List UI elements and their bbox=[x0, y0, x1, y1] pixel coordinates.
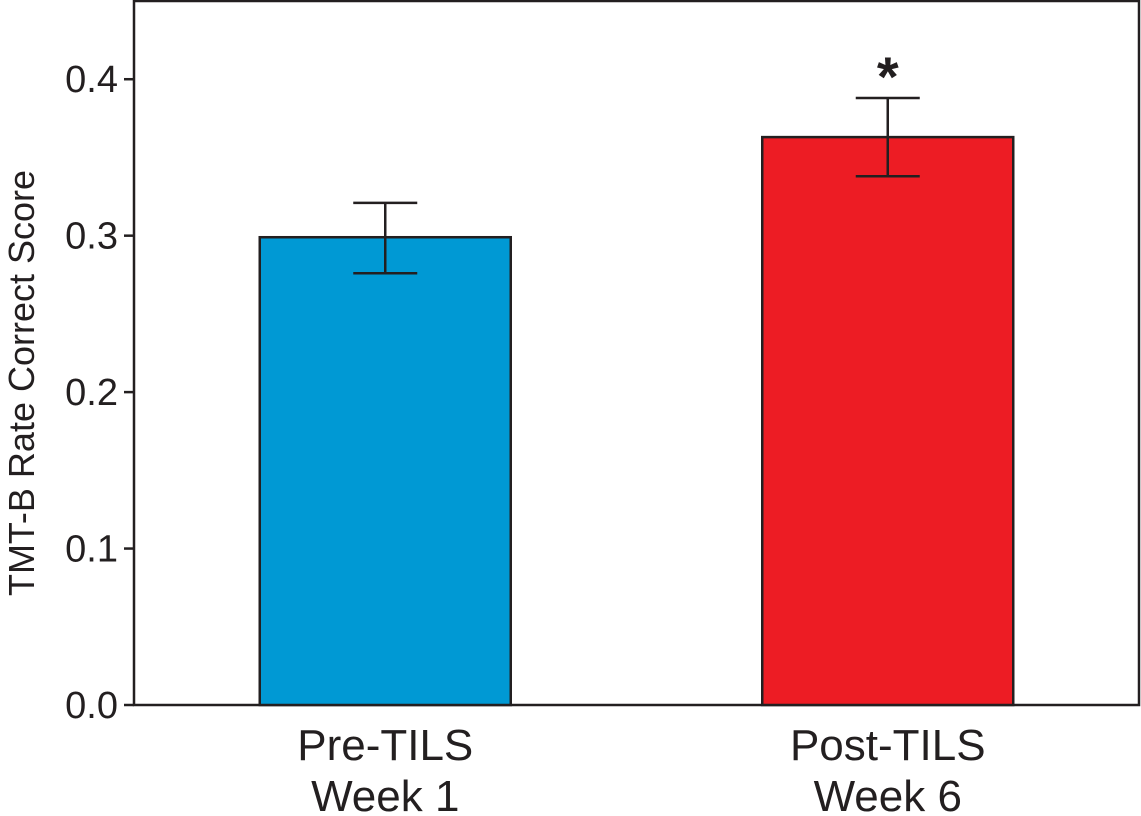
y-tick-label: 0.4 bbox=[65, 59, 118, 101]
significance-marker: * bbox=[877, 45, 899, 108]
y-tick-label: 0.3 bbox=[65, 216, 118, 258]
error-bar-2 bbox=[855, 96, 920, 178]
x-category-sublabel: Week 6 bbox=[814, 772, 962, 816]
y-tick-label: 0.1 bbox=[65, 529, 118, 571]
y-axis: 0.0 0.1 0.2 0.3 0.4 bbox=[65, 59, 134, 727]
y-tick-label: 0.0 bbox=[65, 685, 118, 727]
bars: * bbox=[258, 45, 1015, 707]
x-category-label: Post-TILS bbox=[790, 721, 986, 770]
x-category-label: Pre-TILS bbox=[297, 721, 473, 770]
y-axis-label: TMT-B Rate Correct Score bbox=[1, 170, 42, 596]
x-category-sublabel: Week 1 bbox=[311, 772, 459, 816]
bar-2 bbox=[761, 135, 1015, 707]
y-tick-label: 0.2 bbox=[65, 372, 118, 414]
error-bar-1 bbox=[353, 201, 418, 275]
bar-1 bbox=[258, 235, 512, 707]
plot-frame bbox=[132, 0, 1141, 707]
